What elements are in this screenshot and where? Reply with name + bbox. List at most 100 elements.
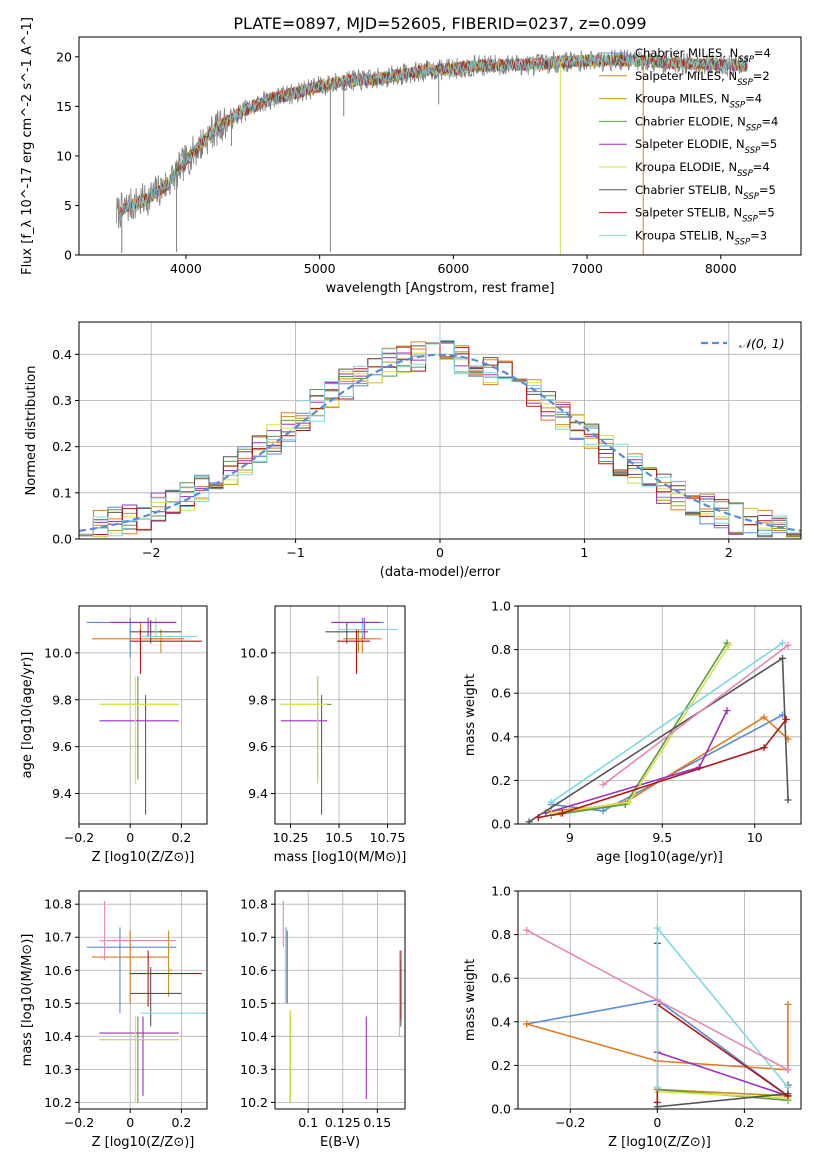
x-axis-label: Z [log10(Z/Z⊙)]	[92, 1135, 195, 1150]
y-tick-label: 10.3	[44, 1062, 72, 1077]
y-tick-label: 0.2	[491, 1058, 511, 1073]
data-point	[760, 713, 768, 721]
x-tick-label: 7000	[571, 261, 603, 276]
y-tick-label: 0.8	[491, 642, 511, 657]
y-tick-label: 20	[56, 49, 72, 64]
x-tick-label: 0	[653, 1115, 661, 1130]
x-tick-label: 0	[436, 545, 444, 560]
legend-sub: SSP	[737, 78, 753, 88]
x-axis-label: Z [log10(Z/Z⊙)]	[92, 850, 195, 865]
y-tick-label: 0.4	[491, 729, 511, 744]
y-tick-label: 0.3	[52, 393, 72, 408]
y-tick-label: 10.2	[240, 1095, 268, 1110]
y-tick-label: 9.6	[248, 739, 268, 754]
legend-tail: =4	[745, 92, 762, 106]
data-point	[558, 809, 566, 817]
y-tick-label: 1.0	[491, 884, 511, 899]
y-tick-label: 10.8	[44, 897, 72, 912]
x-axis-label: E(B-V)	[320, 1135, 360, 1150]
y-axis-label: mass weight	[463, 674, 478, 756]
series-line	[551, 714, 783, 812]
data-point	[784, 1083, 792, 1091]
legend-sub: SSP	[735, 237, 751, 247]
x-axis-label: (data-model)/error	[380, 565, 501, 580]
plot-area	[86, 900, 207, 1103]
y-tick-label: 5	[64, 198, 72, 213]
hist-salpeter-stelib	[79, 343, 801, 535]
y-tick-label: 10.6	[44, 963, 72, 978]
data-point	[653, 924, 661, 932]
y-tick-label: 10.8	[240, 897, 268, 912]
x-tick-label: 1	[580, 545, 588, 560]
series-line	[538, 718, 787, 819]
legend-sub: SSP	[730, 101, 746, 111]
y-tick-label: 10.7	[240, 930, 268, 945]
legend-sub: SSP	[745, 146, 761, 156]
data-point	[525, 818, 533, 824]
y-tick-label: 0.1	[52, 485, 72, 500]
data-point	[784, 641, 792, 649]
legend-entry: Kroupa ELODIE, NSSP=4	[635, 160, 770, 179]
y-tick-label: 0.8	[491, 927, 511, 942]
x-tick-label: 0.2	[734, 1115, 754, 1130]
x-tick-label: 10.5	[325, 830, 353, 845]
data-point	[599, 807, 607, 815]
series-line	[528, 656, 789, 823]
y-tick-label: 10.6	[240, 963, 268, 978]
x-tick-label: 4000	[170, 261, 202, 276]
x-tick-label: 10.75	[370, 830, 406, 845]
y-tick-label: 0.0	[52, 532, 72, 547]
plot-residuals: −2 −1 0 1 2 0.0 0.1 0.2 0.3 0.4 (data-model)/error…	[24, 321, 802, 580]
y-tick-label: 1.0	[491, 599, 511, 614]
hist-kroupa-stelib	[79, 339, 801, 537]
legend-sub: SSP	[742, 215, 758, 225]
x-tick-label: −2	[142, 545, 160, 560]
plot-massweight-vs-Z: −0.2 0 0.2 0.0 0.2 0.4 0.6 0.8 1.0 Z [log10(Z/Z⊙)…	[463, 884, 802, 1150]
axes-frame	[517, 890, 802, 1110]
x-tick-label: 0.2	[171, 830, 191, 845]
data-point	[779, 639, 787, 647]
x-tick-label: 0.15	[363, 1115, 391, 1130]
x-tick-label: 8000	[705, 261, 737, 276]
plot-area	[523, 924, 792, 1109]
data-point	[547, 798, 555, 806]
x-tick-label: 0	[126, 830, 134, 845]
y-axis-label: Normed distribution	[24, 366, 39, 496]
y-tick-label: 9.4	[52, 786, 72, 801]
series-line	[550, 642, 783, 803]
y-tick-label: 0.6	[491, 686, 511, 701]
y-tick-label: 9.8	[248, 692, 268, 707]
series-line	[526, 1004, 789, 1071]
data-point	[599, 781, 607, 789]
legend-sub: SSP	[743, 192, 759, 202]
y-tick-label: 0.0	[491, 817, 511, 832]
legend-tail: =3	[750, 228, 767, 242]
x-tick-label: 9.5	[652, 830, 672, 845]
axes-frame	[274, 890, 406, 1110]
axes-frame	[78, 605, 208, 825]
x-tick-label: 5000	[304, 261, 336, 276]
legend-tail: =5	[759, 183, 776, 197]
legend-entry: Chabrier STELIB, NSSP=5	[635, 183, 776, 202]
y-tick-label: 0.2	[491, 773, 511, 788]
series-line	[602, 644, 789, 786]
data-point	[523, 926, 531, 934]
x-tick-label: −0.2	[64, 830, 94, 845]
axes-frame	[78, 890, 208, 1110]
plot-mass-vs-EBV: 0.1 0.125 0.15 10.2 10.3 10.4 10.5 10.6 10.7 10.8…	[240, 890, 406, 1150]
axes-frame	[517, 605, 802, 825]
x-tick-label: 2	[725, 545, 733, 560]
series-line	[545, 710, 728, 814]
x-tick-label: 10	[747, 830, 763, 845]
y-tick-label: 15	[56, 99, 72, 114]
y-tick-label: 9.6	[52, 739, 72, 754]
legend-tail: =4	[761, 114, 778, 128]
axes-frame	[78, 36, 802, 256]
legend-tail: =5	[758, 206, 775, 220]
data-point	[725, 641, 733, 649]
y-tick-label: 10.2	[44, 1095, 72, 1110]
legend-entry: Salpeter STELIB, NSSP=5	[635, 206, 775, 225]
x-tick-label: 10.25	[273, 830, 309, 845]
